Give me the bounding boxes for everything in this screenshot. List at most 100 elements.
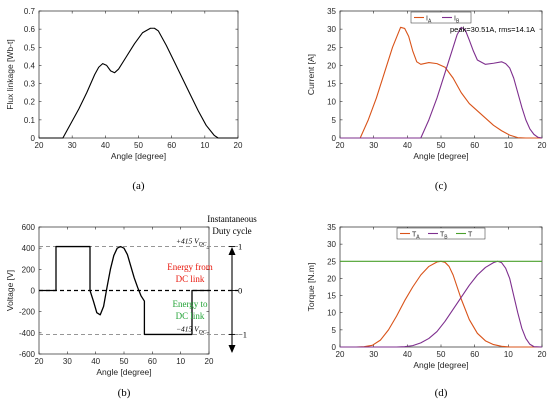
y-tick-label: -400 [19, 329, 36, 338]
energy-annotation: Energy to [172, 299, 208, 309]
reference-line-label-main: −415 V [176, 324, 200, 333]
x-tick-label: 30 [369, 141, 378, 150]
x-tick-label: 20 [538, 350, 547, 359]
y-tick-label: -200 [19, 308, 36, 317]
duty-axis-title: Instantaneous [207, 214, 257, 224]
x-tick-label: 40 [91, 357, 100, 366]
legend-entry-sub: B [444, 234, 448, 240]
arrow-down-icon [228, 345, 236, 353]
chart-panel-b: 20 30 40 50 60 10 20-600-400-2000200400600Angl… [5, 214, 257, 399]
legend-entry-sub: A [416, 234, 420, 240]
series-line [340, 260, 542, 348]
x-tick-label: 60 [148, 357, 157, 366]
y-axis-label: Voltage [V] [5, 270, 15, 311]
x-tick-label: 20 [35, 357, 44, 366]
legend-entry: TA [412, 231, 420, 240]
y-tick-label: 0 [332, 134, 337, 143]
x-axis-label: Angle [degree] [413, 151, 468, 161]
legend-entry: IA [426, 15, 432, 24]
series-line [340, 260, 543, 348]
y-tick-label: 0.1 [24, 116, 36, 125]
x-axis-label: Angle [degree] [96, 367, 151, 377]
y-tick-label: 20 [327, 61, 336, 70]
y-tick-label: 15 [327, 80, 336, 89]
x-axis-label: Angle [degree] [111, 151, 166, 161]
x-tick-label: 50 [437, 350, 446, 359]
x-tick-label: 20 [336, 350, 345, 359]
y-tick-label: 400 [22, 244, 36, 253]
x-tick-label: 20 [35, 141, 44, 150]
y-tick-label: 0.4 [24, 61, 36, 70]
legend-entry-sub: A [428, 18, 432, 24]
legend-box [410, 11, 472, 24]
y-tick-label: 0.6 [24, 25, 36, 34]
y-tick-label: 20 [327, 274, 336, 283]
y-tick-label: 600 [22, 223, 36, 232]
chart-panel-a: 20 30 40 50 60 10 2000.10.20.30.40.50.60.7Angl… [5, 7, 243, 192]
y-tick-label: 25 [327, 257, 336, 266]
legend-entry: T [468, 231, 473, 238]
x-tick-label: 10 [200, 141, 209, 150]
duty-cycle-axis: Instantaneous Duty cycle 1 0 −1 [207, 214, 257, 353]
legend: TA TB T [396, 227, 486, 240]
y-tick-label: 0 [31, 134, 36, 143]
y-tick-label: 35 [327, 223, 336, 232]
x-tick-label: 40 [403, 350, 412, 359]
y-tick-label: 0.5 [24, 43, 36, 52]
legend-entry: IB [454, 15, 460, 24]
y-tick-label: -600 [19, 350, 36, 359]
panel-label: (b) [118, 387, 131, 399]
legend-entry-main: I [426, 15, 428, 22]
legend-entry-main: T [440, 231, 445, 238]
y-tick-label: 5 [332, 116, 337, 125]
x-tick-label: 30 [68, 141, 77, 150]
axes-box [38, 10, 239, 139]
y-tick-label: 10 [327, 309, 336, 318]
panel-label: (c) [435, 180, 448, 192]
arrow-up-icon [228, 247, 236, 255]
y-tick-label: 5 [332, 326, 337, 335]
x-tick-label: 10 [176, 357, 185, 366]
y-tick-label: 0.3 [24, 80, 36, 89]
y-tick-label: 0 [31, 287, 36, 296]
panel-label: (a) [132, 180, 145, 192]
peak-rms-annotation: peak=30.51A, rms=14.1A [450, 25, 535, 34]
x-tick-label: 60 [470, 141, 479, 150]
legend-entry-sub: B [456, 18, 460, 24]
x-tick-label: 30 [63, 357, 72, 366]
y-tick-label: 0.7 [24, 7, 36, 16]
x-tick-label: 10 [504, 141, 513, 150]
series-line [39, 245, 209, 336]
legend-entry: TB [440, 231, 448, 240]
legend-entry-main: T [412, 231, 417, 238]
duty-axis-title: Duty cycle [212, 226, 251, 236]
y-tick-label: 200 [22, 265, 36, 274]
series-line [39, 27, 238, 139]
legend-entry-main: I [454, 15, 456, 22]
reference-line-label-sub: DC [198, 329, 207, 335]
reference-line-label: +415 VDC [176, 237, 207, 248]
x-tick-label: 40 [101, 141, 110, 150]
legend: IA IB [410, 11, 472, 24]
y-tick-label: 35 [327, 7, 336, 16]
x-tick-label: 10 [504, 350, 513, 359]
x-tick-label: 60 [470, 350, 479, 359]
energy-annotation: Energy from [167, 262, 213, 272]
y-tick-label: 15 [327, 292, 336, 301]
x-tick-label: 20 [234, 141, 243, 150]
panel-label: (d) [435, 387, 448, 399]
y-axis-label: Current [A] [306, 54, 316, 95]
series-line [340, 26, 543, 139]
x-tick-label: 40 [403, 141, 412, 150]
x-tick-label: 30 [369, 350, 378, 359]
y-axis-label: Torque [N.m] [306, 263, 316, 312]
reference-line-label-sub: DC [198, 242, 207, 248]
y-tick-label: 0.2 [24, 98, 36, 107]
y-tick-label: 25 [327, 43, 336, 52]
energy-annotation: DC link [176, 274, 205, 284]
x-tick-label: 60 [167, 141, 176, 150]
duty-axis-tick-label: 1 [238, 242, 242, 252]
